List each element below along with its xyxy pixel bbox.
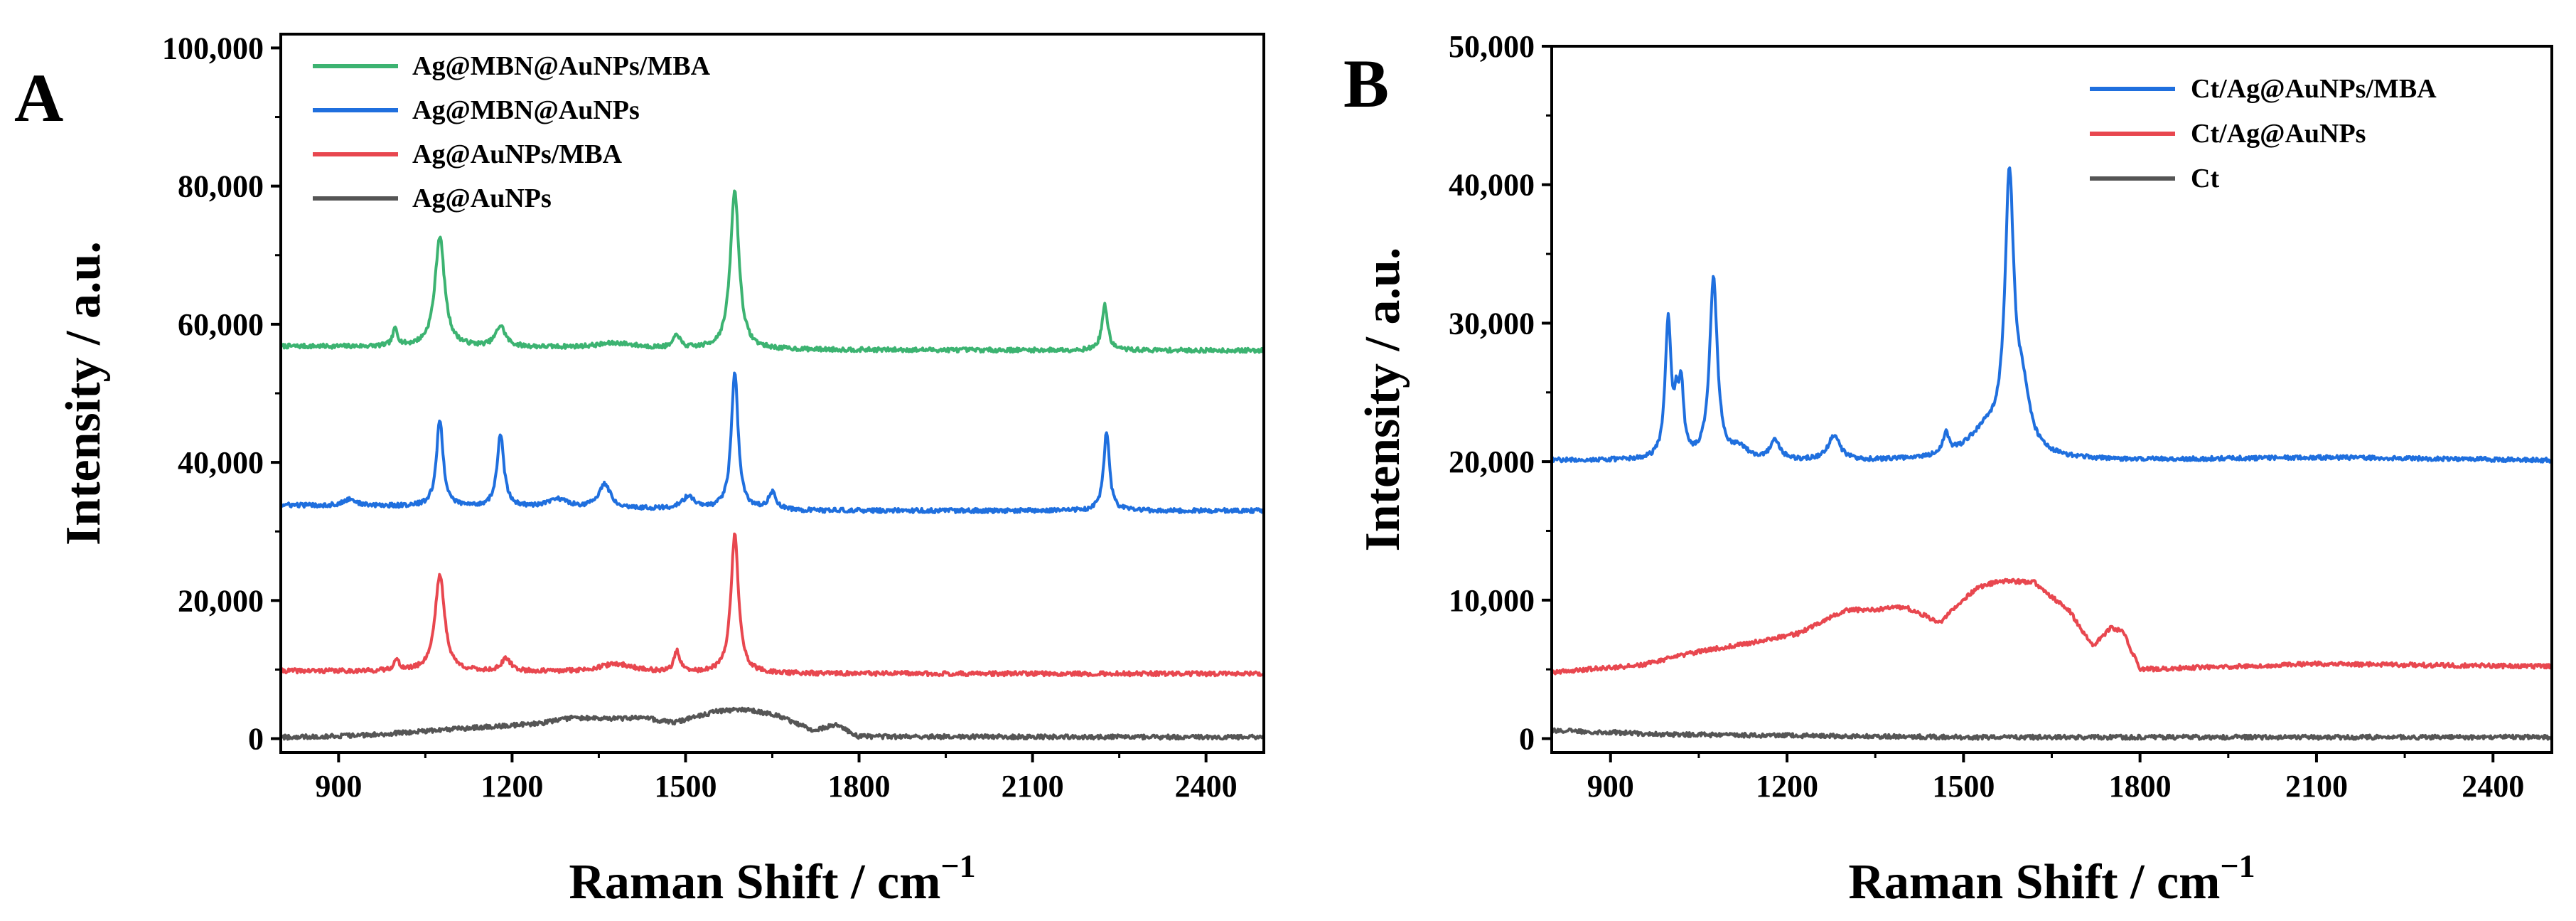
x-tick-label: 1200 — [1756, 769, 1818, 804]
legend-label: Ag@AuNPs/MBA — [412, 139, 623, 169]
panel-a-series-group — [279, 189, 1265, 741]
series-line-ag-aunps — [279, 706, 1265, 741]
panel-a: A 900 1200 1500 1800 2100 2400 0 20,000 40,000 60… — [14, 31, 1265, 910]
series-line-ct-ag-aunps-mba — [1550, 166, 2553, 464]
y-tick-label: 60,000 — [178, 307, 264, 342]
x-tick-label: 1500 — [654, 769, 717, 804]
legend-label: Ag@MBN@AuNPs — [412, 95, 640, 125]
x-tick-label: 1800 — [2109, 769, 2172, 804]
x-tick-label: 2400 — [2462, 769, 2524, 804]
x-tick-label: 1500 — [1932, 769, 1995, 804]
x-tick-label: 900 — [315, 769, 362, 804]
x-tick-label: 1800 — [828, 769, 891, 804]
series-line-ag-mbn-aunps — [279, 371, 1265, 514]
y-tick-label: 50,000 — [1449, 29, 1535, 64]
series-line-ag-mbn-aunps-mba — [279, 189, 1265, 354]
panel-b-x-axis-label: Raman Shift / cm−1 — [1848, 848, 2255, 910]
panel-b-letter: B — [1343, 46, 1389, 122]
panel-b-x-axis-label-sup: −1 — [2220, 848, 2255, 884]
panel-a-x-axis-label: Raman Shift / cm−1 — [569, 848, 975, 910]
legend-label: Ct/Ag@AuNPs/MBA — [2191, 74, 2437, 104]
y-tick-label: 100,000 — [162, 31, 264, 65]
panel-b: B 900 1200 1500 1800 2100 2400 0 10,000 20,000 30… — [1343, 29, 2553, 910]
x-tick-label: 2400 — [1175, 769, 1238, 804]
series-line-ag-aunps-mba — [279, 532, 1265, 678]
y-tick-label: 40,000 — [1449, 168, 1535, 203]
panel-a-ticks: 900 1200 1500 1800 2100 2400 0 20,000 40,000 60,0… — [162, 31, 1238, 804]
x-tick-label: 2100 — [1002, 769, 1064, 804]
panel-b-ticks: 900 1200 1500 1800 2100 2400 0 10,000 20,000 30,0… — [1449, 29, 2524, 804]
y-tick-label: 20,000 — [178, 583, 264, 618]
panel-b-frame — [1550, 45, 2553, 754]
panel-b-y-axis-label: Intensity / a.u. — [1356, 247, 1410, 552]
panel-a-y-axis-label: Intensity / a.u. — [56, 241, 111, 545]
panel-a-legend: Ag@MBN@AuNPs/MBA Ag@MBN@AuNPs Ag@AuNPs/MBA… — [313, 51, 711, 213]
x-tick-label: 2100 — [2285, 769, 2348, 804]
y-tick-label: 0 — [248, 722, 264, 757]
x-tick-label: 900 — [1587, 769, 1634, 804]
legend-label: Ct/Ag@AuNPs — [2191, 119, 2366, 149]
series-line-ct-ag-aunps — [1550, 577, 2553, 676]
panel-a-x-axis-label-text: Raman Shift / cm — [569, 855, 940, 910]
series-line-ct — [1550, 727, 2553, 741]
panel-a-x-axis-label-sup: −1 — [940, 848, 975, 884]
y-tick-label: 80,000 — [178, 169, 264, 204]
legend-label: Ct — [2191, 164, 2219, 193]
legend-label: Ag@AuNPs — [412, 183, 552, 213]
y-tick-label: 20,000 — [1449, 444, 1535, 479]
panel-b-series-group — [1550, 166, 2553, 741]
y-tick-label: 30,000 — [1449, 306, 1535, 341]
panel-b-x-axis-label-text: Raman Shift / cm — [1848, 855, 2220, 910]
y-tick-label: 40,000 — [178, 445, 264, 480]
y-tick-label: 10,000 — [1449, 583, 1535, 618]
x-tick-label: 1200 — [481, 769, 543, 804]
panel-b-legend: Ct/Ag@AuNPs/MBA Ct/Ag@AuNPs Ct — [2090, 74, 2437, 193]
legend-label: Ag@MBN@AuNPs/MBA — [412, 51, 711, 81]
y-tick-label: 0 — [1519, 722, 1535, 757]
panel-a-letter: A — [14, 60, 63, 136]
